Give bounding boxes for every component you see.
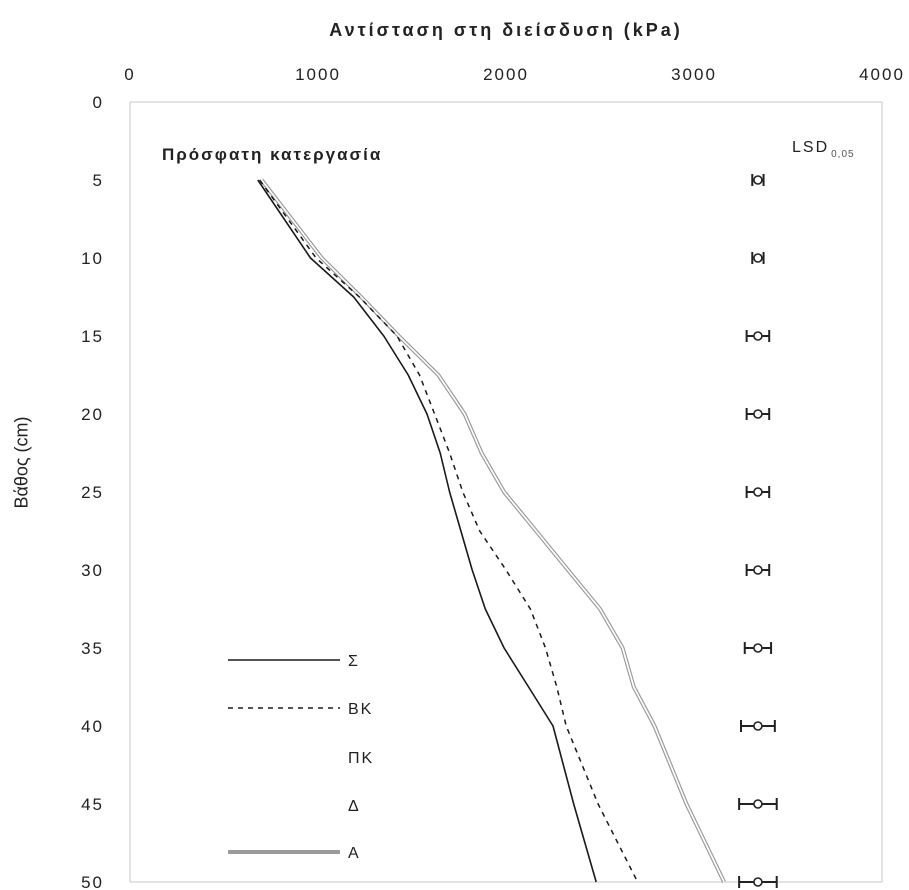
- lsd-bar: [740, 720, 776, 732]
- series-line-Σ: [257, 179, 597, 883]
- legend-item: Α: [228, 845, 361, 862]
- x-tick-labels: 0 1000 2000 3000 4000: [124, 65, 905, 84]
- series-line-ΒΚ: [259, 179, 639, 883]
- y-tick-label: 10: [81, 249, 104, 268]
- panel-label: Πρόσφατη κατεργασία: [162, 145, 382, 164]
- y-tick-label: 20: [81, 405, 104, 424]
- y-tick-label: 5: [93, 171, 104, 190]
- y-tick-label: 35: [81, 639, 104, 658]
- x-tick-label: 4000: [859, 65, 905, 84]
- lsd-bar: [738, 876, 778, 888]
- legend-item: Σ: [228, 653, 360, 670]
- legend-item: ΠΚ: [228, 750, 374, 767]
- x-tick-label: 1000: [295, 65, 341, 84]
- legend-label: ΒΚ: [348, 701, 373, 718]
- legend-label: Σ: [348, 653, 360, 670]
- x-tick-label: 0: [124, 65, 135, 84]
- lsd-error-bars: [738, 174, 778, 888]
- lsd-bar: [738, 798, 778, 810]
- lsd-bar: [751, 252, 765, 264]
- lsd-label: LSD 0,05: [792, 139, 855, 160]
- y-tick-label: 15: [81, 327, 104, 346]
- legend: Σ ΒΚ ΠΚ Δ Α: [228, 653, 374, 862]
- y-tick-labels: 0 5 10 15 20 25 30 35 40 45 50: [81, 93, 104, 890]
- chart-title: Αντίσταση στη διείσδυση (kPa): [329, 20, 683, 40]
- lsd-bar: [745, 408, 771, 420]
- y-tick-label: 30: [81, 561, 104, 580]
- lsd-label-subscript: 0,05: [831, 149, 854, 160]
- legend-item: ΒΚ: [228, 701, 373, 718]
- lsd-label-text: LSD: [792, 139, 829, 156]
- lsd-bar: [745, 564, 771, 576]
- lsd-bar: [745, 330, 771, 342]
- legend-label: Α: [348, 845, 361, 862]
- y-tick-label: 0: [93, 93, 104, 112]
- y-tick-label: 45: [81, 795, 104, 814]
- y-tick-label: 40: [81, 717, 104, 736]
- lsd-bar: [745, 486, 771, 498]
- legend-label: ΠΚ: [348, 750, 374, 767]
- series-line-Δ: [261, 179, 725, 883]
- series-line-ΠΚ: [261, 179, 725, 883]
- series-line-Α: [260, 178, 726, 883]
- plot-area: [129, 101, 883, 883]
- lsd-bar: [743, 642, 773, 654]
- series-lines: [257, 178, 726, 883]
- y-tick-label: 25: [81, 483, 104, 502]
- lsd-bar: [751, 174, 765, 186]
- x-tick-label: 3000: [671, 65, 717, 84]
- legend-label: Δ: [348, 798, 361, 815]
- legend-item: Δ: [228, 798, 361, 815]
- y-tick-label: 50: [81, 873, 104, 890]
- x-tick-label: 2000: [483, 65, 529, 84]
